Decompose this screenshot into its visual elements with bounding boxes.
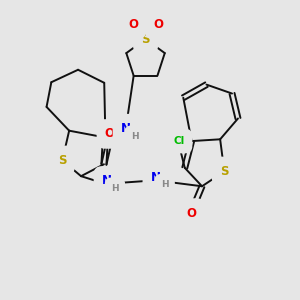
- Text: S: S: [58, 154, 67, 167]
- Text: H: H: [131, 132, 139, 141]
- Text: O: O: [105, 128, 115, 140]
- Text: Cl: Cl: [174, 136, 185, 146]
- Text: O: O: [187, 206, 196, 220]
- Text: H: H: [111, 184, 119, 193]
- Text: N: N: [151, 171, 161, 184]
- Text: O: O: [153, 18, 163, 31]
- Text: N: N: [102, 174, 112, 188]
- Text: O: O: [128, 18, 138, 31]
- Text: S: S: [141, 33, 150, 46]
- Text: S: S: [220, 165, 229, 178]
- Text: N: N: [121, 122, 131, 135]
- Text: H: H: [161, 180, 169, 189]
